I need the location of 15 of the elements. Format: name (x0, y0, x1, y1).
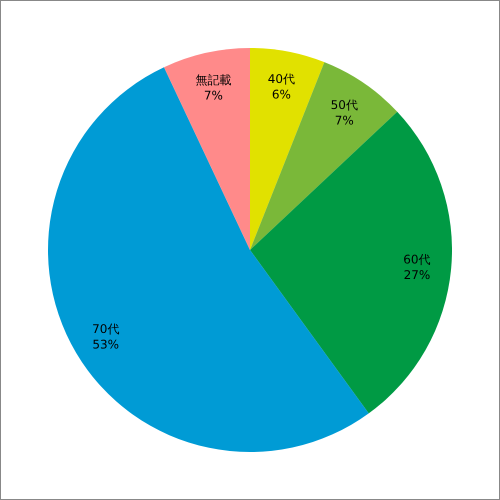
slice-label: 40代 (268, 72, 296, 86)
pie-slice (250, 48, 324, 250)
data-label: 27% (404, 268, 430, 282)
slice-label: 50代 (330, 98, 358, 112)
slice-label: 無記載 (195, 72, 232, 87)
slice-label: 60代 (403, 252, 431, 266)
pie-slice (164, 48, 250, 250)
pie-slice (250, 112, 452, 414)
data-label: 53% (92, 338, 120, 352)
data-label: 7% (334, 114, 354, 128)
pie-slice (48, 67, 369, 452)
data-label: 7% (204, 88, 223, 103)
slice-label: 70代 (92, 322, 120, 336)
data-label: 6% (272, 88, 291, 102)
pie-slice (250, 62, 398, 250)
